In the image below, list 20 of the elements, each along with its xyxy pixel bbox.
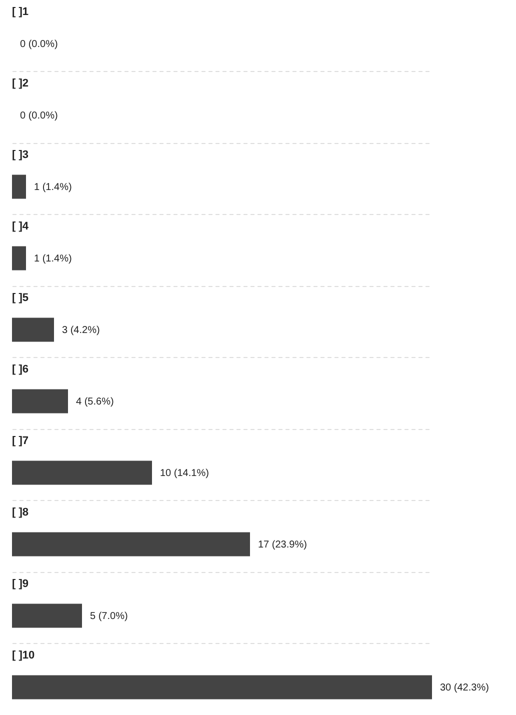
data-label: 1 (1.4%)	[34, 253, 72, 264]
data-label: 0 (0.0%)	[20, 110, 58, 122]
data-label: 1 (1.4%)	[34, 182, 72, 193]
data-label: 10 (14.1%)	[160, 468, 209, 479]
data-label: 5 (7.0%)	[90, 610, 128, 622]
y-tick-label: [ ]1	[12, 6, 28, 18]
data-label: 30 (42.3%)	[440, 682, 489, 694]
data-label: 4 (5.6%)	[76, 396, 114, 408]
data-label: 0 (0.0%)	[20, 38, 58, 50]
y-tick-label: [ ]7	[12, 435, 28, 447]
y-tick-label: [ ]5	[12, 292, 28, 304]
data-label: 17 (23.9%)	[258, 539, 307, 550]
data-label: 3 (4.2%)	[62, 324, 100, 336]
y-tick-label: [ ]8	[12, 506, 28, 518]
y-tick-label: [ ]6	[12, 364, 28, 376]
y-tick-label: [ ]9	[12, 578, 28, 590]
y-tick-label: [ ]3	[12, 149, 28, 161]
y-tick-label: [ ]4	[12, 220, 30, 232]
y-tick-label: [ ]10	[12, 650, 35, 662]
y-tick-label: [ ]2	[12, 78, 28, 90]
